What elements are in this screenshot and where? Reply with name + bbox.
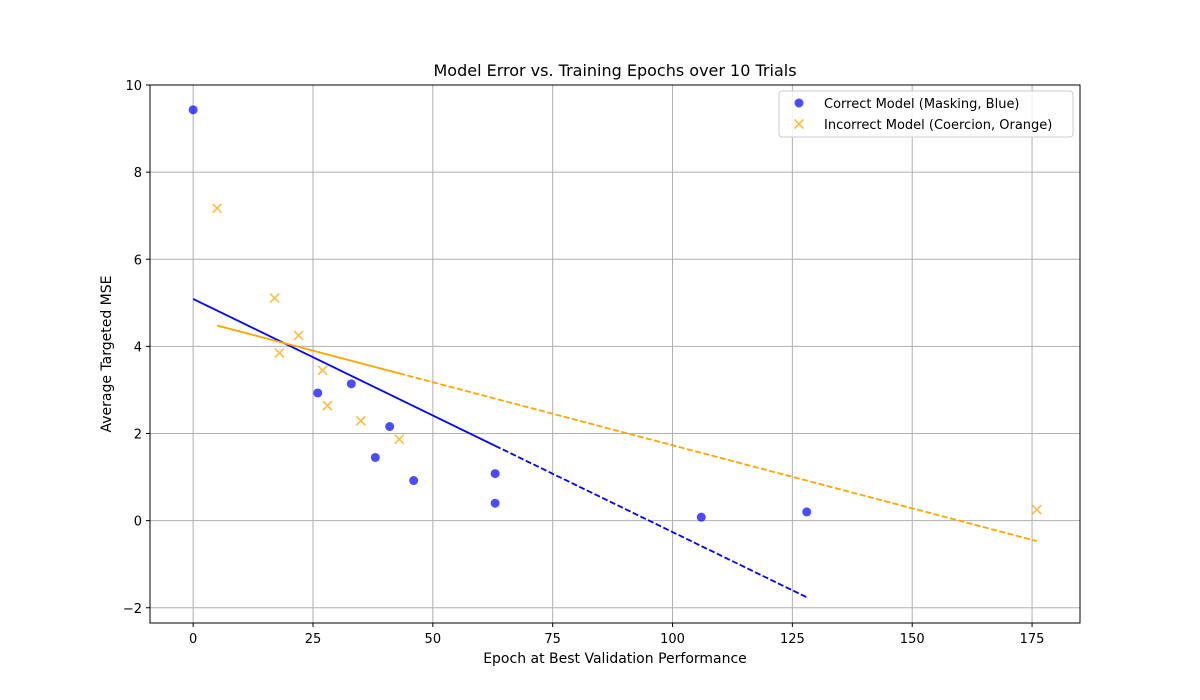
x-tick-label: 50 (425, 632, 442, 647)
legend-box (778, 90, 1074, 138)
trendline-solid-segment (216, 324, 400, 375)
data-point-x (317, 365, 328, 376)
data-point-x (322, 400, 333, 411)
x-tick-label: 175 (1020, 632, 1045, 647)
legend-label: Incorrect Model (Coercion, Orange) (824, 118, 1052, 133)
data-point-x (274, 347, 285, 358)
data-point-circle (313, 388, 323, 398)
data-point-circle (188, 105, 198, 115)
y-tick-label: 0 (134, 515, 142, 530)
y-tick-label: 8 (134, 166, 142, 181)
x-tick-label: 25 (305, 632, 322, 647)
data-point-circle (490, 469, 500, 479)
data-point-circle (346, 379, 356, 389)
data-point-circle (370, 452, 380, 462)
data-point-x (394, 434, 405, 445)
x-tick-label: 125 (780, 632, 805, 647)
data-point-x (355, 415, 366, 426)
data-point-x (293, 330, 304, 341)
y-tick-label: 2 (134, 428, 142, 443)
data-points (188, 105, 1042, 522)
axis-ticks: 0 25 50 75 100 125 150 175 −2 0 2 4 6 8 10 (123, 79, 1045, 647)
y-tick-label: 10 (125, 79, 142, 94)
legend-label: Correct Model (Masking, Blue) (824, 97, 1020, 112)
y-tick-label: 4 (134, 340, 142, 355)
x-tick-label: 150 (900, 632, 925, 647)
data-point-circle (490, 498, 500, 508)
data-point-circle (409, 476, 419, 486)
data-point-x (269, 292, 280, 304)
y-tick-label: −2 (123, 602, 142, 617)
data-point-circle (696, 512, 706, 522)
legend: Correct Model (Masking, Blue) Incorrect M… (778, 90, 1074, 138)
data-point-circle (385, 422, 395, 432)
y-tick-label: 6 (134, 253, 142, 268)
data-point-x (1031, 504, 1042, 515)
trendline-dashed-segment (494, 444, 808, 599)
trendline-solid-segment (192, 298, 496, 447)
plot-frame (149, 84, 1081, 624)
y-axis-label: Average Targeted MSE (99, 275, 115, 432)
legend-marker-circle (794, 98, 804, 108)
chart-title: Model Error vs. Training Epochs over 10 … (433, 61, 796, 80)
data-point-x (212, 203, 223, 214)
data-point-circle (802, 507, 812, 517)
x-tick-label: 75 (544, 632, 561, 647)
x-axis-label: Epoch at Best Validation Performance (483, 651, 747, 667)
x-tick-label: 100 (660, 632, 685, 647)
x-tick-label: 0 (189, 632, 197, 647)
trendlines (192, 298, 1038, 599)
legend-marker-x (793, 118, 805, 130)
trendline-dashed-segment (399, 372, 1038, 542)
